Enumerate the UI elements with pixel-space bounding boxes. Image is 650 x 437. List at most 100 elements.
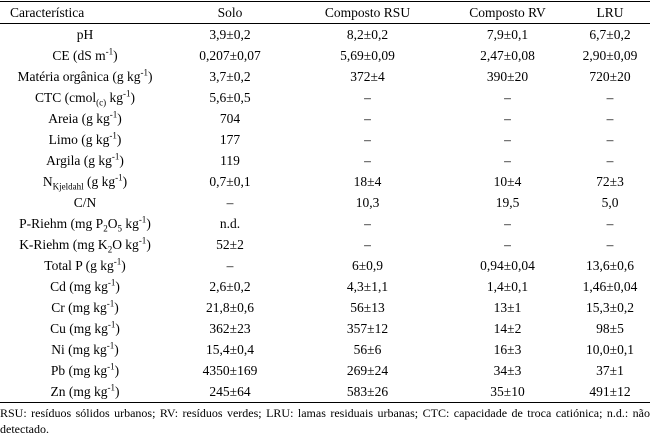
table-row: Cd (mg kg-1) 2,6±0,2 4,3±1,1 1,4±0,1 1,46±0,… xyxy=(0,276,650,297)
table-row: C/N – 10,3 19,5 5,0 xyxy=(0,192,650,213)
row-label: P-Riehm (mg P2O5 kg-1) xyxy=(0,213,170,234)
cell: 52±2 xyxy=(216,236,244,252)
cell: – xyxy=(364,131,371,147)
table-row: Argila (g kg-1) 119 – – – xyxy=(0,150,650,171)
label-part: C/N xyxy=(73,194,97,210)
cell: – xyxy=(504,152,511,168)
label-part: CTC (cmol xyxy=(35,89,97,105)
cell: 16±3 xyxy=(493,341,522,357)
label-part: kg xyxy=(121,215,139,231)
row-label: Pb (mg kg-1) xyxy=(0,360,170,381)
label-part: -1 xyxy=(111,151,120,161)
cell: 10±4 xyxy=(493,173,522,189)
table-row: Zn (mg kg-1) 245±64 583±26 35±10 491±12 xyxy=(0,381,650,403)
cell: 720±20 xyxy=(589,68,631,84)
table-row: Pb (mg kg-1) 4350±169 269±24 34±3 37±1 xyxy=(0,360,650,381)
row-label: Areia (g kg-1) xyxy=(0,108,170,129)
cell: 5,0 xyxy=(601,194,619,210)
label-part: Cu (mg kg xyxy=(50,320,108,336)
label-part: ) xyxy=(146,236,151,252)
label-part: P-Riehm (mg P xyxy=(19,215,104,231)
table-body: pH 3,9±0,2 8,2±0,2 7,9±0,1 6,7±0,2 CE (dS m-1… xyxy=(0,24,650,403)
row-label: Zn (mg kg-1) xyxy=(0,381,170,403)
cell: – xyxy=(606,215,614,231)
label-part: O kg xyxy=(112,236,139,252)
cell: – xyxy=(364,236,371,252)
cell: 15,3±0,2 xyxy=(586,299,634,315)
cell: 491±12 xyxy=(570,381,650,403)
label-part: ) xyxy=(113,47,118,63)
cell: – xyxy=(364,89,371,105)
cell: 1,4±0,1 xyxy=(486,278,529,294)
cell: 21,8±0,6 xyxy=(206,299,254,315)
cell: – xyxy=(364,110,371,126)
cell: 14±2 xyxy=(493,320,522,336)
label-part: Zn (mg kg xyxy=(50,383,108,399)
label-part: -1 xyxy=(113,256,122,266)
label-part: ) xyxy=(117,110,122,126)
label-part: -1 xyxy=(140,67,149,77)
cell: 362±23 xyxy=(209,320,251,336)
table-row: CTC (cmol(c) kg-1) 5,6±0,5 – – – xyxy=(0,87,650,108)
label-part: -1 xyxy=(106,298,115,308)
label-part: ) xyxy=(119,152,124,168)
cell: – xyxy=(606,152,614,168)
label-part: 2 xyxy=(103,223,108,234)
row-label: Argila (g kg-1) xyxy=(0,150,170,171)
cell: 56±6 xyxy=(353,341,382,357)
cell: 4350±169 xyxy=(202,362,258,378)
cell: 357±12 xyxy=(346,320,389,336)
cell: 56±13 xyxy=(350,299,385,315)
label-part: -1 xyxy=(107,277,116,287)
label-part: -1 xyxy=(106,340,115,350)
cell: 1,46±0,04 xyxy=(582,278,638,294)
cell: 15,4±0,4 xyxy=(206,341,254,357)
cell: 119 xyxy=(220,152,240,168)
label-part: ) xyxy=(121,257,126,273)
table-row: Matéria orgânica (g kg-1) 3,7±0,2 372±4 390… xyxy=(0,66,650,87)
label-part: ) xyxy=(114,299,119,315)
label-part: Argila (g kg xyxy=(46,152,112,168)
cell: 6±0,9 xyxy=(351,257,384,273)
cell: 37±1 xyxy=(596,362,624,378)
label-part: pH xyxy=(76,26,94,42)
table-row: NKjeldahl (g kg-1) 0,7±0,1 18±4 10±4 72±3 xyxy=(0,171,650,192)
cell: – xyxy=(364,215,371,231)
cell: 10,0±0,1 xyxy=(586,341,634,357)
cell: – xyxy=(364,152,371,168)
label-part: Kjeldahl xyxy=(52,181,84,192)
label-part: 5 xyxy=(117,223,122,234)
label-part: kg xyxy=(106,89,124,105)
row-label: Total P (g kg-1) xyxy=(0,255,170,276)
label-part: ) xyxy=(115,320,120,336)
label-part: Ni (mg kg xyxy=(51,341,107,357)
cell: 390±20 xyxy=(486,68,529,84)
label-part: -1 xyxy=(123,88,131,98)
table-row: Limo (g kg-1) 177 – – – xyxy=(0,129,650,150)
cell: – xyxy=(504,215,511,231)
label-part: Limo (g kg xyxy=(48,131,110,147)
row-label: CE (dS m-1) xyxy=(0,45,170,66)
label-part: -1 xyxy=(138,235,147,245)
label-part: -1 xyxy=(105,46,114,56)
label-part: Areia (g kg xyxy=(48,110,110,126)
cell: 8,2±0,2 xyxy=(346,26,389,42)
cell: 704 xyxy=(219,110,241,126)
cell: 0,94±0,04 xyxy=(480,257,535,273)
label-part: ) xyxy=(114,341,119,357)
cell: 177 xyxy=(219,131,241,147)
cell: – xyxy=(504,89,511,105)
cell: 372±4 xyxy=(350,68,385,84)
cell: – xyxy=(504,236,511,252)
label-part: ) xyxy=(115,278,120,294)
cell: – xyxy=(504,131,511,147)
cell: 6,7±0,2 xyxy=(589,26,631,42)
cell: n.d. xyxy=(219,215,241,231)
cell: – xyxy=(226,257,234,273)
label-part: ) xyxy=(115,383,120,399)
label-part: -1 xyxy=(107,361,115,371)
label-part: O xyxy=(107,215,118,231)
table-row: Areia (g kg-1) 704 – – – xyxy=(0,108,650,129)
cell: 5,6±0,5 xyxy=(209,89,251,105)
cell: – xyxy=(226,194,234,210)
